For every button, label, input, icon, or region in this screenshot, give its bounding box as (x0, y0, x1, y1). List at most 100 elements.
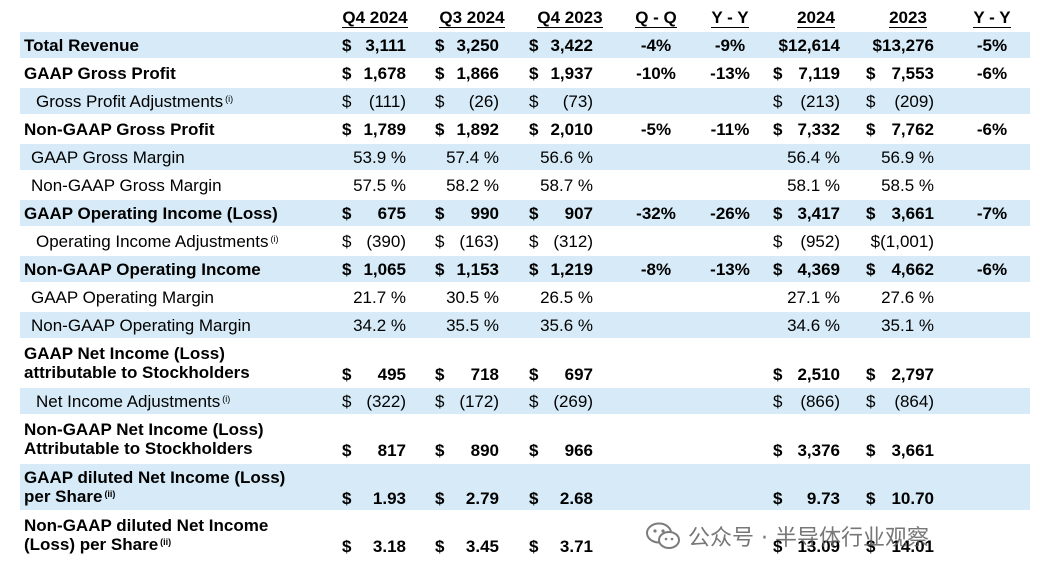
cell-value: $ (342, 260, 352, 279)
cell-value: (322) (366, 392, 406, 411)
cell-value: -8% (640, 260, 672, 279)
cell-value: $ (342, 36, 352, 55)
table-row: GAAP Operating Income (Loss) $675 $990 $907… (20, 200, 1030, 226)
cell-value: $ (342, 537, 352, 556)
cell-value: (269) (553, 392, 593, 411)
cell-value: $ (773, 92, 783, 111)
table-row: GAAP Gross Profit $1,678 $1,866 $1,937 -10% -… (20, 60, 1030, 86)
column-header: Q - Q (635, 8, 677, 28)
cell-value: $ (435, 260, 445, 279)
cell-value: $ (866, 392, 876, 411)
cell-value: 675 (377, 204, 406, 223)
table-row: Non-GAAP Operating Income $1,065 $1,153 $1,… (20, 256, 1030, 282)
row-label: Operating Income Adjustments (i) (36, 232, 279, 251)
table-row: Non-GAAP Gross Profit $1,789 $1,892 $2,010 -… (20, 116, 1030, 142)
cell-value: (111) (368, 92, 406, 111)
cell-value: 1,866 (456, 64, 499, 83)
cell-value: 57.4 % (446, 148, 499, 167)
cell-value: (864) (894, 392, 934, 411)
cell-value: $ (773, 120, 783, 139)
cell-value: $ (435, 120, 445, 139)
row-label: Non-GAAP diluted Net Income (Loss) per Sh… (24, 516, 269, 554)
cell-value: 3,661 (891, 441, 934, 460)
table-row: Gross Profit Adjustments (i) $ (111) $ (26) $ (… (20, 88, 1030, 114)
cell-value: $ (773, 204, 783, 223)
cell-value: 27.6 % (881, 288, 934, 307)
cell-value: $ (773, 232, 783, 251)
cell-value: $ (773, 537, 783, 556)
cell-value: (213) (800, 92, 840, 111)
cell-value: 34.2 % (353, 316, 406, 335)
cell-value: 57.5 % (353, 176, 406, 195)
table-header: Q4 2024 Q3 2024 Q4 2023 Q - Q Y - Y 2024 2023 Y… (20, 4, 1030, 32)
cell-value: $ (866, 441, 876, 460)
cell-value: $ (435, 365, 445, 384)
cell-value: 3,250 (456, 36, 499, 55)
cell-value: 58.1 % (787, 176, 840, 195)
cell-value: (390) (366, 232, 406, 251)
cell-value: $ (435, 204, 445, 223)
cell-value: -4% (640, 36, 672, 55)
column-header: Q4 2023 (537, 8, 603, 28)
cell-value: (209) (894, 92, 934, 111)
cell-value: $13,276 (872, 36, 934, 55)
cell-value: $ (435, 392, 445, 411)
cell-value: 9.73 (806, 489, 840, 508)
cell-value: $ (529, 36, 539, 55)
cell-value: 3.71 (559, 537, 593, 556)
cell-value: -5% (976, 36, 1008, 55)
row-label: GAAP Net Income (Loss) attributable to St… (24, 344, 250, 382)
cell-value: 58.2 % (446, 176, 499, 195)
cell-value: (312) (553, 232, 593, 251)
table-row: GAAP Gross Margin 53.9 % 57.4 % 56.6 % 56.4 … (20, 144, 1030, 170)
cell-value: 966 (564, 441, 593, 460)
cell-value: $ (435, 64, 445, 83)
cell-value: $(1,001) (870, 232, 934, 251)
cell-value: (952) (800, 232, 840, 251)
cell-value: 1,937 (550, 64, 593, 83)
cell-value: $ (342, 204, 352, 223)
cell-value: -6% (976, 260, 1008, 279)
cell-value: 3,422 (550, 36, 593, 55)
column-header: 2024 (797, 8, 835, 28)
cell-value: $ (866, 365, 876, 384)
cell-value: (26) (468, 92, 499, 111)
cell-value: 10.70 (891, 489, 934, 508)
cell-value: 7,553 (891, 64, 934, 83)
cell-value: $ (342, 232, 352, 251)
cell-value: (73) (562, 92, 593, 111)
cell-value: 1,065 (363, 260, 406, 279)
cell-value: $ (773, 365, 783, 384)
cell-value: $12,614 (778, 36, 840, 55)
cell-value: 3,417 (797, 204, 840, 223)
column-header: 2023 (889, 8, 927, 28)
cell-value: 495 (377, 365, 406, 384)
row-label: GAAP Operating Income (Loss) (24, 204, 278, 223)
table-row: Non-GAAP Gross Margin 57.5 % 58.2 % 58.7 % 5… (20, 172, 1030, 198)
table-row: Net Income Adjustments (i) $ (322) $ (172) $ (2… (20, 388, 1030, 414)
cell-value: $ (342, 92, 352, 111)
cell-value: $ (529, 204, 539, 223)
cell-value: $ (342, 392, 352, 411)
column-header: Y - Y (973, 8, 1011, 28)
cell-value: 35.1 % (881, 316, 934, 335)
cell-value: -9% (714, 36, 746, 55)
cell-value: $ (529, 392, 539, 411)
cell-value: 3,376 (797, 441, 840, 460)
cell-value: 3.45 (465, 537, 499, 556)
cell-value: 2.79 (465, 489, 499, 508)
cell-value: 2.68 (559, 489, 593, 508)
table-row: Operating Income Adjustments (i) $ (390) $ (1… (20, 228, 1030, 254)
cell-value: 1,892 (456, 120, 499, 139)
cell-value: 58.5 % (881, 176, 934, 195)
cell-value: $ (435, 441, 445, 460)
cell-value: $ (866, 64, 876, 83)
cell-value: 4,369 (797, 260, 840, 279)
row-label: GAAP Gross Profit (24, 64, 176, 83)
row-label: Gross Profit Adjustments (i) (36, 92, 234, 111)
cell-value: 34.6 % (787, 316, 840, 335)
cell-value: $ (529, 441, 539, 460)
cell-value: $ (435, 232, 445, 251)
cell-value: $ (529, 232, 539, 251)
cell-value: -6% (976, 120, 1008, 139)
